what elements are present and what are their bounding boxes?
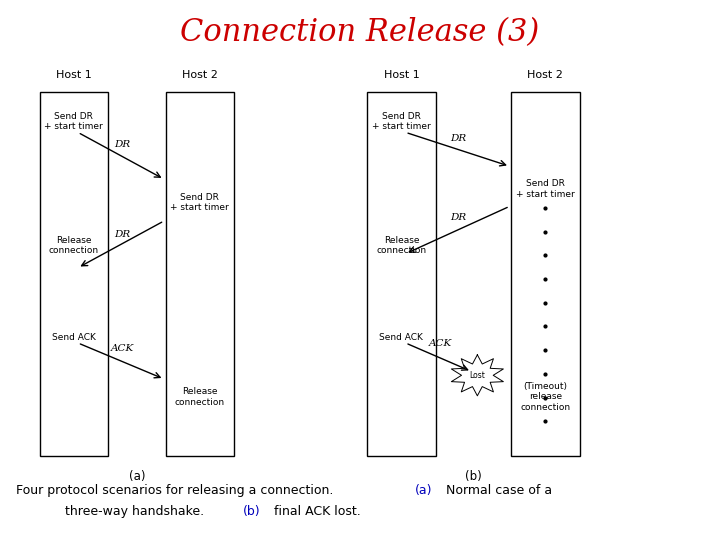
Text: Four protocol scenarios for releasing a connection.: Four protocol scenarios for releasing a … — [16, 484, 341, 497]
Bar — [367, 92, 436, 456]
Text: (b): (b) — [243, 505, 261, 518]
Text: three-way handshake.: three-way handshake. — [65, 505, 212, 518]
Text: (a): (a) — [415, 484, 432, 497]
Text: Send ACK: Send ACK — [52, 333, 96, 342]
Text: DR: DR — [114, 230, 130, 239]
Text: Send ACK: Send ACK — [379, 333, 423, 342]
Bar — [166, 92, 234, 456]
Text: Send DR
+ start timer: Send DR + start timer — [171, 193, 229, 212]
Bar — [511, 92, 580, 456]
Text: DR: DR — [450, 213, 466, 222]
Text: Release
connection: Release connection — [49, 236, 99, 255]
Text: Release
connection: Release connection — [175, 387, 225, 407]
Text: (a): (a) — [129, 470, 145, 483]
Text: (Timeout)
release
connection: (Timeout) release connection — [521, 382, 570, 412]
Text: Host 1: Host 1 — [56, 70, 91, 80]
Text: (b): (b) — [465, 470, 482, 483]
Text: ACK: ACK — [111, 344, 134, 353]
Text: Connection Release (3): Connection Release (3) — [181, 17, 539, 48]
Bar — [40, 92, 108, 456]
Text: Host 2: Host 2 — [528, 70, 563, 80]
Text: Send DR
+ start timer: Send DR + start timer — [45, 112, 103, 131]
Text: DR: DR — [114, 140, 130, 149]
Text: Send DR
+ start timer: Send DR + start timer — [372, 112, 431, 131]
Text: final ACK lost.: final ACK lost. — [270, 505, 361, 518]
Text: ACK: ACK — [429, 339, 452, 348]
Text: DR: DR — [450, 134, 466, 143]
Text: Normal case of a: Normal case of a — [442, 484, 552, 497]
Text: Send DR
+ start timer: Send DR + start timer — [516, 179, 575, 199]
Text: Release
connection: Release connection — [377, 236, 426, 255]
Text: Host 2: Host 2 — [182, 70, 217, 80]
Text: Host 1: Host 1 — [384, 70, 419, 80]
Text: Lost: Lost — [469, 371, 485, 380]
